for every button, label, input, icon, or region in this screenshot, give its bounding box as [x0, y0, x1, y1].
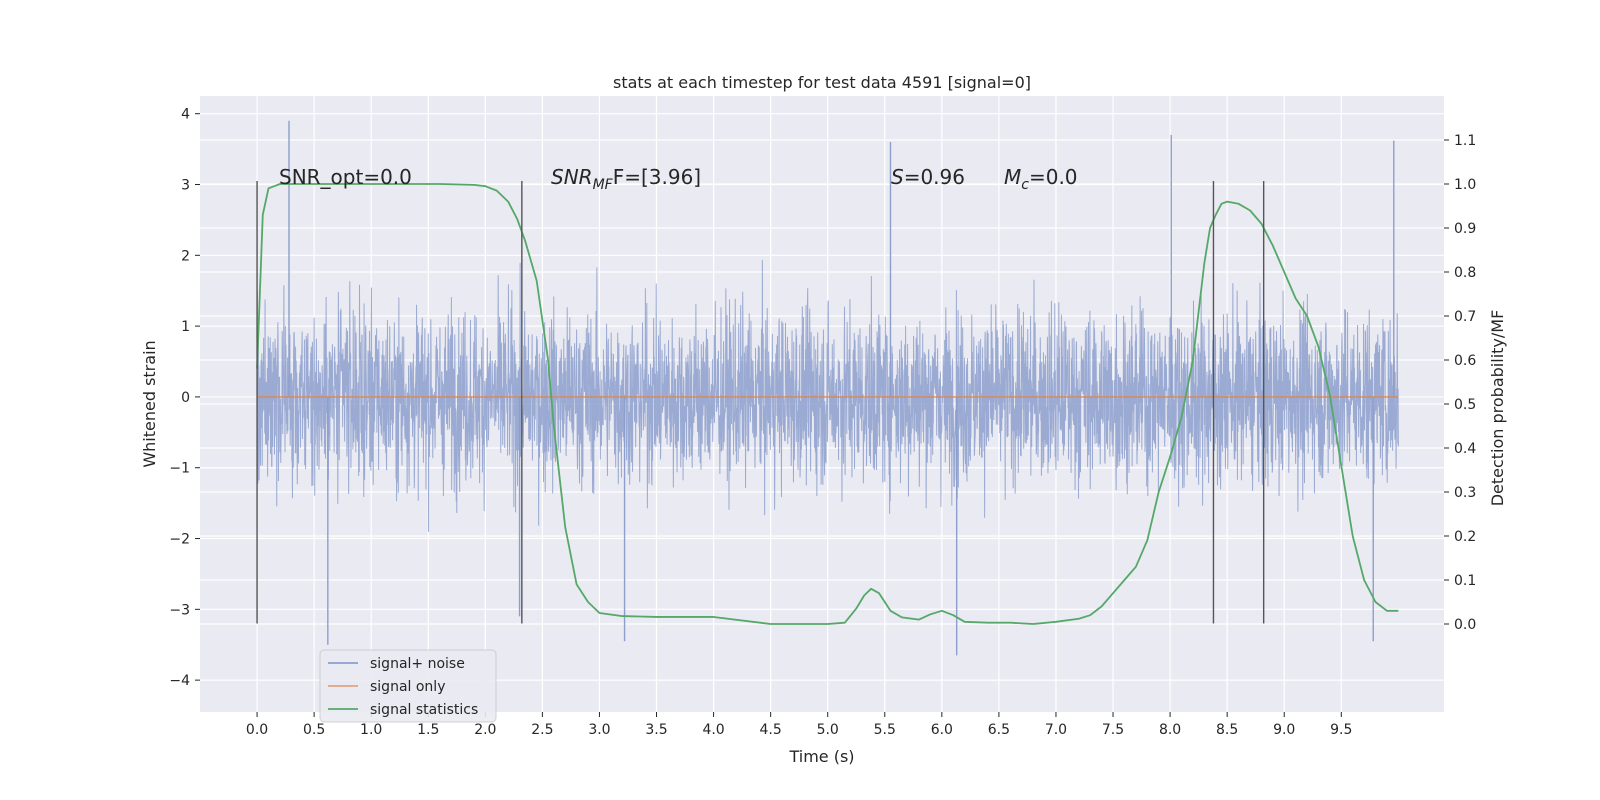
annotation-s: S=0.96: [891, 165, 965, 189]
y-right-tick-label: 0.2: [1454, 529, 1476, 545]
noise-trace: [256, 260, 1399, 532]
y-right-axis-label: Detection probability/MF: [1488, 310, 1507, 507]
x-tick-label: 7.0: [1045, 722, 1067, 738]
annotation-snr-mf: SNRMFF=[3.96]: [551, 165, 701, 193]
x-tick-label: 7.5: [1102, 722, 1124, 738]
x-tick-label: 9.5: [1330, 722, 1352, 738]
y-left-tick-label: 0: [181, 390, 190, 406]
y-right-tick-label: 0.3: [1454, 485, 1476, 501]
y-left-ticks: −4 −3 −2 −1 0 1 2 3 4: [169, 107, 200, 689]
series-signal-noise: [256, 120, 1399, 656]
y-right-tick-label: 0.5: [1454, 397, 1476, 413]
y-left-tick-label: 4: [181, 107, 190, 123]
x-tick-label: 5.0: [817, 722, 839, 738]
y-right-tick-label: 0.0: [1454, 617, 1476, 633]
y-right-tick-label: 0.4: [1454, 441, 1476, 457]
annotation-snr-opt: SNR_opt=0.0: [279, 165, 412, 189]
y-left-axis-label: Whitened strain: [140, 340, 159, 467]
x-tick-label: 1.5: [417, 722, 439, 738]
x-tick-label: 6.0: [931, 722, 953, 738]
legend-label-signal-statistics: signal statistics: [370, 702, 478, 718]
x-tick-label: 9.0: [1273, 722, 1295, 738]
y-right-tick-label: 0.8: [1454, 265, 1476, 281]
x-tick-label: 6.5: [988, 722, 1010, 738]
y-left-tick-label: −2: [169, 532, 190, 548]
y-right-tick-label: 0.9: [1454, 221, 1476, 237]
y-right-ticks: 0.0 0.1 0.2 0.3 0.4 0.5 0.6 0.7 0.8 0.9 1.0 1.1: [1444, 133, 1476, 633]
x-tick-label: 0.0: [246, 722, 268, 738]
legend-label-signal-noise: signal+ noise: [370, 656, 465, 672]
y-left-tick-label: −1: [169, 461, 190, 477]
series-lines: [256, 183, 1399, 625]
x-tick-label: 4.0: [702, 722, 724, 738]
x-tick-label: 3.5: [645, 722, 667, 738]
legend-box: [319, 649, 497, 723]
y-left-tick-label: 1: [181, 319, 190, 335]
y-right-tick-label: 0.6: [1454, 353, 1476, 369]
y-right-tick-label: 0.1: [1454, 573, 1476, 589]
y-right-tick-label: 1.0: [1454, 177, 1476, 193]
x-tick-label: 0.5: [303, 722, 325, 738]
x-axis-label: Time (s): [788, 747, 854, 766]
x-tick-label: 3.0: [588, 722, 610, 738]
y-left-tick-label: 3: [181, 178, 190, 194]
x-tick-label: 8.5: [1216, 722, 1238, 738]
x-tick-label: 2.5: [531, 722, 553, 738]
x-tick-label: 1.0: [360, 722, 382, 738]
x-tick-label: 2.0: [474, 722, 496, 738]
signal-statistics-line: [256, 183, 1399, 625]
x-ticks: 0.0 0.5 1.0 1.5 2.0 2.5 3.0 3.5 4.0 4.5 5.0 5.5 6.0 6…: [246, 712, 1352, 738]
x-tick-label: 5.5: [874, 722, 896, 738]
y-left-tick-label: 2: [181, 248, 190, 264]
y-left-tick-label: −4: [169, 673, 190, 689]
x-tick-label: 4.5: [760, 722, 782, 738]
legend: signal+ noise signal only signal statist…: [319, 649, 497, 723]
y-right-tick-label: 1.1: [1454, 133, 1476, 149]
vertical-markers: [256, 180, 1265, 624]
x-tick-label: 8.0: [1159, 722, 1181, 738]
y-left-tick-label: −3: [169, 602, 190, 618]
legend-label-signal-only: signal only: [370, 679, 445, 695]
y-right-tick-label: 0.7: [1454, 309, 1476, 325]
chart-title: stats at each timestep for test data 459…: [613, 73, 1031, 92]
annotation-mc: Mc=0.0: [1004, 165, 1078, 193]
